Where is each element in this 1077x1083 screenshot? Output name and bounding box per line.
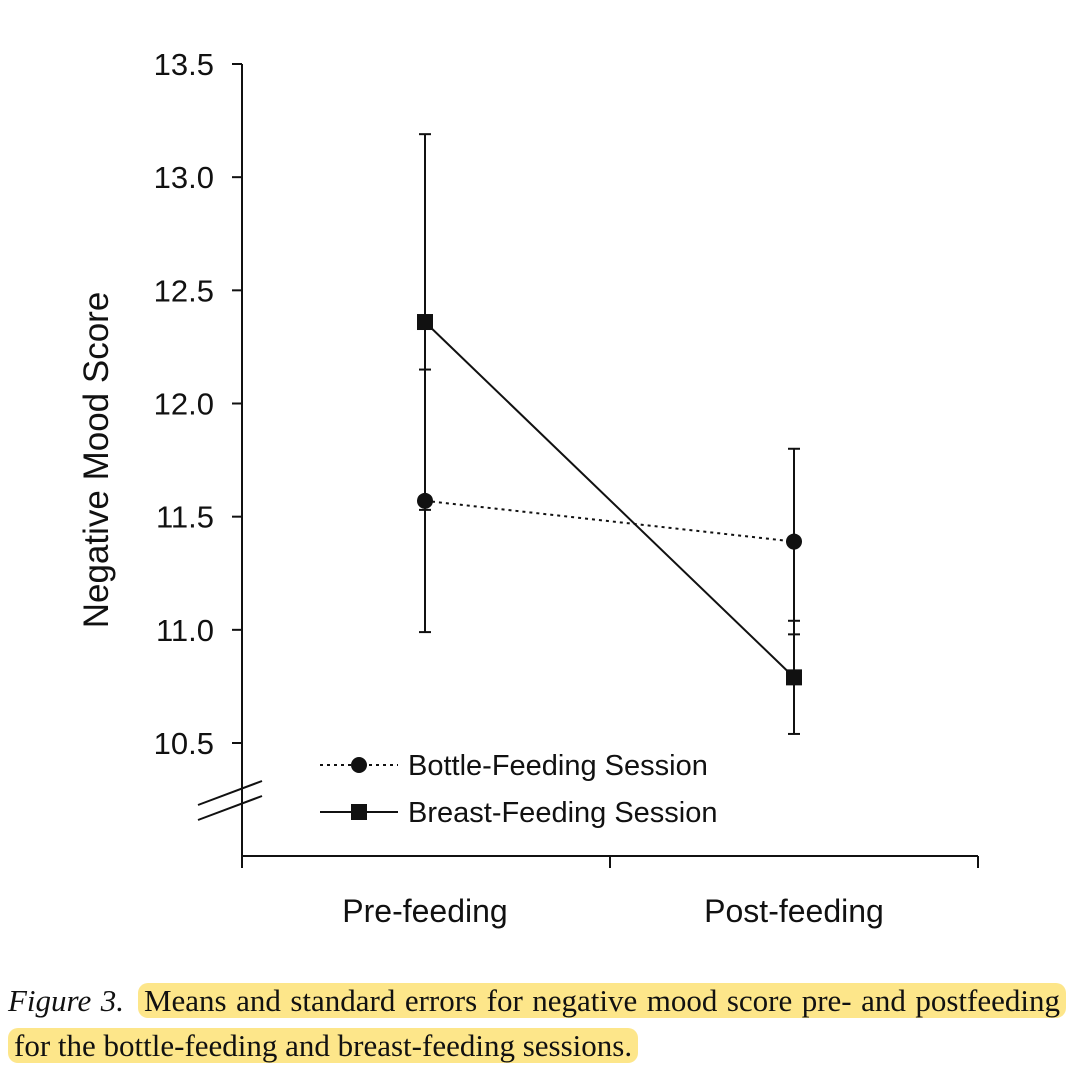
chart: 10.5 11.0 11.5 12.0 12.5 13.0 13.5 Pre-feeding… [77, 47, 979, 929]
series-line [424, 321, 795, 679]
y-tick-label: 10.5 [154, 726, 214, 761]
legend: Bottle-Feeding Session Breast-Feeding Ses… [320, 750, 718, 829]
series-breast-feeding [417, 133, 802, 735]
axis-break-mark [197, 780, 263, 806]
legend-marker-circle [351, 757, 367, 773]
legend-label: Breast-Feeding Session [408, 797, 718, 829]
figure-caption: Figure 3. Means and standard errors for n… [8, 978, 1066, 1068]
legend-label: Bottle-Feeding Session [408, 750, 708, 782]
y-tick-label: 13.5 [154, 47, 214, 82]
y-tick-label: 11.5 [156, 500, 214, 535]
data-point-square [417, 314, 433, 331]
axis-break-mark [197, 795, 263, 821]
y-axis-title: Negative Mood Score [77, 292, 116, 629]
figure-label: Figure 3. [8, 983, 124, 1018]
y-tick-label: 13.0 [154, 160, 214, 195]
data-point-square [786, 669, 802, 686]
data-point-circle [786, 533, 802, 550]
y-ticks: 10.5 11.0 11.5 12.0 12.5 13.0 13.5 [154, 47, 242, 761]
x-category-label: Post-feeding [704, 893, 884, 929]
axes [197, 64, 979, 868]
legend-marker-square [351, 804, 367, 820]
series-bottle-feeding [417, 368, 802, 636]
y-tick-label: 12.5 [154, 273, 214, 308]
x-ticks: Pre-feeding Post-feeding [342, 893, 884, 929]
y-tick-label: 11.0 [156, 613, 214, 648]
caption-text: Means and standard errors for negative m… [8, 983, 1066, 1063]
y-tick-label: 12.0 [154, 387, 214, 422]
x-category-label: Pre-feeding [342, 893, 507, 929]
series-layer [417, 133, 802, 735]
series-line [424, 499, 795, 543]
